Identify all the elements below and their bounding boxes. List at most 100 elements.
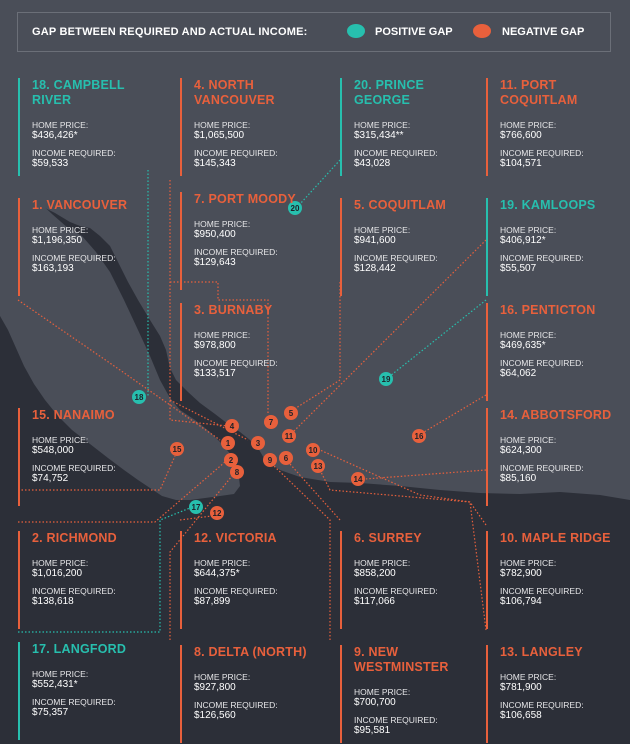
gap-indicator-bar (18, 408, 20, 506)
income-required-value: $138,618 (32, 596, 74, 607)
city-marker-8[interactable]: 8 (230, 465, 244, 479)
city-marker-11[interactable]: 11 (282, 429, 296, 443)
marker-number: 17 (192, 503, 201, 512)
home-price-label: HOME PRICE: (354, 120, 411, 130)
city-marker-2[interactable]: 2 (224, 453, 238, 467)
leader-line-3 (169, 399, 249, 441)
positive-gap-label: POSITIVE GAP (375, 26, 453, 38)
home-price-value: $782,900 (500, 568, 542, 579)
gap-indicator-bar (180, 192, 182, 290)
city-marker-15[interactable]: 15 (170, 442, 184, 456)
home-price-label: HOME PRICE: (194, 672, 251, 682)
city-card: 8. DELTA (NORTH) HOME PRICE: $927,800 INCOM… (180, 645, 310, 743)
city-marker-12[interactable]: 12 (210, 506, 224, 520)
gap-indicator-bar (180, 303, 182, 401)
city-marker-1[interactable]: 1 (221, 436, 235, 450)
marker-circle (379, 372, 393, 386)
marker-circle (311, 459, 325, 473)
gap-indicator-bar (18, 642, 20, 740)
home-price-value: $858,200 (354, 568, 396, 579)
home-price-label: HOME PRICE: (194, 219, 251, 229)
marker-circle (221, 436, 235, 450)
city-card: 5. COQUITLAM HOME PRICE: $941,600 INCOME RE… (340, 198, 470, 296)
marker-circle (351, 472, 365, 486)
gap-indicator-bar (486, 645, 488, 743)
city-marker-14[interactable]: 14 (351, 472, 365, 486)
city-name: 3. BURNABY (194, 303, 273, 317)
city-name: 12. VICTORIA (194, 531, 277, 545)
income-required-label: INCOME REQUIRED: (500, 358, 584, 368)
home-price-label: HOME PRICE: (194, 120, 251, 130)
income-required-label: INCOME REQUIRED: (32, 253, 116, 263)
city-card: 13. LANGLEY HOME PRICE: $781,900 INCOME REQ… (486, 645, 616, 743)
leader-lines (17, 159, 487, 640)
income-required-label: INCOME REQUIRED: (32, 586, 116, 596)
gap-indicator-bar (18, 78, 20, 176)
city-marker-20[interactable]: 20 (288, 201, 302, 215)
home-price-value: $406,912* (500, 235, 546, 246)
income-required-label: INCOME REQUIRED: (32, 148, 116, 158)
home-price-value: $436,426* (32, 130, 78, 141)
city-card: 12. VICTORIA HOME PRICE: $644,375* INCOME R… (180, 531, 310, 629)
leader-line-1 (17, 299, 221, 441)
income-required-label: INCOME REQUIRED: (354, 148, 438, 158)
city-marker-4[interactable]: 4 (225, 419, 239, 433)
home-price-value: $552,431* (32, 679, 78, 690)
marker-circle (210, 506, 224, 520)
city-marker-5[interactable]: 5 (284, 406, 298, 420)
city-marker-9[interactable]: 9 (263, 453, 277, 467)
marker-circle (224, 453, 238, 467)
home-price-label: HOME PRICE: (500, 225, 557, 235)
income-required-label: INCOME REQUIRED: (194, 700, 278, 710)
home-price-label: HOME PRICE: (354, 225, 411, 235)
income-required-label: INCOME REQUIRED: (32, 463, 116, 473)
city-card: 10. MAPLE RIDGE HOME PRICE: $782,900 INCOME… (486, 531, 616, 629)
gap-indicator-bar (486, 303, 488, 401)
city-name: 11. PORT COQUITLAM (500, 78, 578, 107)
home-price-value: $781,900 (500, 682, 542, 693)
city-name: 14. ABBOTSFORD (500, 408, 612, 422)
leader-line-14 (364, 469, 487, 480)
income-required-label: INCOME REQUIRED: (354, 715, 438, 725)
marker-number: 8 (235, 468, 240, 477)
marker-circle (251, 436, 265, 450)
marker-number: 9 (268, 456, 273, 465)
income-required-label: INCOME REQUIRED: (500, 253, 584, 263)
income-required-value: $85,160 (500, 473, 537, 484)
city-marker-17[interactable]: 17 (189, 500, 203, 514)
positive-gap-swatch (347, 24, 365, 38)
city-marker-7[interactable]: 7 (264, 415, 278, 429)
city-name: 20. PRINCE GEORGE (354, 78, 425, 107)
city-name: 7. PORT MOODY (194, 192, 296, 206)
city-marker-10[interactable]: 10 (306, 443, 320, 457)
city-marker-19[interactable]: 19 (379, 372, 393, 386)
marker-circle (189, 500, 203, 514)
income-required-value: $43,028 (354, 158, 391, 169)
income-required-value: $104,571 (500, 158, 542, 169)
leader-line-5 (295, 282, 341, 409)
city-marker-18[interactable]: 18 (132, 390, 146, 404)
marker-number: 11 (285, 432, 294, 441)
legend: GAP BETWEEN REQUIRED AND ACTUAL INCOME: … (17, 12, 611, 52)
city-card: 9. NEW WESTMINSTER HOME PRICE: $700,700 INC… (340, 645, 470, 743)
city-marker-6[interactable]: 6 (279, 451, 293, 465)
city-name: 13. LANGLEY (500, 645, 583, 659)
home-price-value: $766,600 (500, 130, 542, 141)
home-price-label: HOME PRICE: (32, 435, 89, 445)
city-name: 17. LANGFORD (32, 642, 127, 656)
income-required-value: $95,581 (354, 725, 391, 736)
home-price-value: $978,800 (194, 340, 236, 351)
city-card: 3. BURNABY HOME PRICE: $978,800 INCOME REQU… (180, 303, 310, 401)
city-name: 1. VANCOUVER (32, 198, 128, 212)
city-marker-13[interactable]: 13 (311, 459, 325, 473)
gap-indicator-bar (486, 531, 488, 629)
city-marker-3[interactable]: 3 (251, 436, 265, 450)
income-required-label: INCOME REQUIRED: (194, 247, 278, 257)
marker-circle (263, 453, 277, 467)
city-card: 2. RICHMOND HOME PRICE: $1,016,200 INCOME R… (18, 531, 148, 629)
marker-circle (264, 415, 278, 429)
income-required-label: INCOME REQUIRED: (354, 253, 438, 263)
home-price-label: HOME PRICE: (500, 672, 557, 682)
city-marker-16[interactable]: 16 (412, 429, 426, 443)
